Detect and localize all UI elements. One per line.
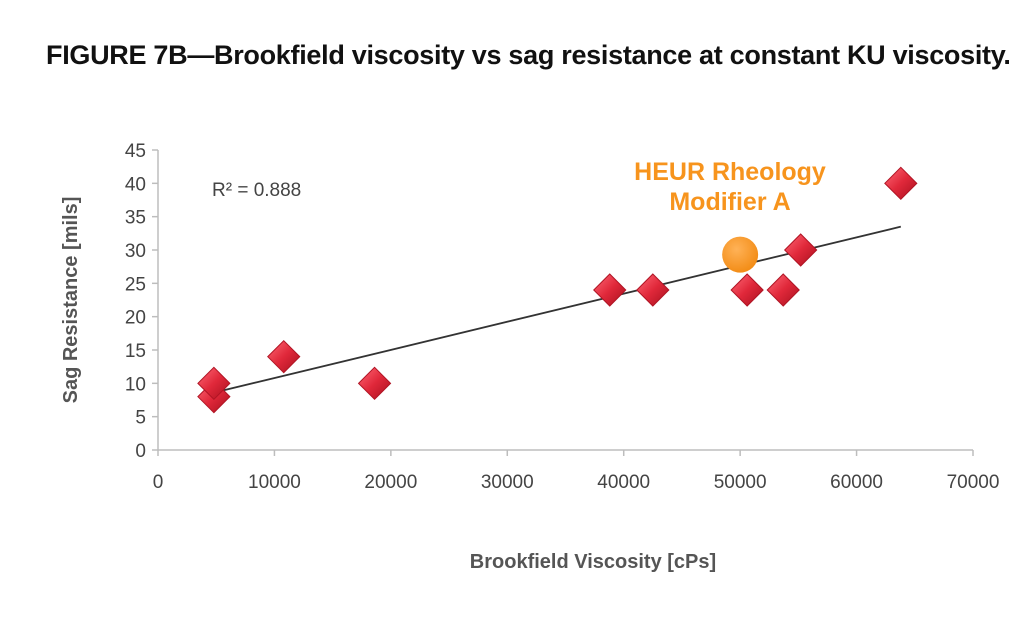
callout-line-1: HEUR Rheology — [634, 158, 826, 186]
data-point-diamond — [766, 273, 800, 307]
y-tick-label: 40 — [125, 174, 146, 195]
data-point-diamond — [357, 366, 392, 401]
y-tick-label: 30 — [125, 241, 146, 262]
y-tick-label: 5 — [135, 408, 146, 429]
x-tick-label: 70000 — [947, 472, 1000, 493]
x-tick-label: 0 — [153, 472, 164, 493]
x-tick-label: 20000 — [364, 472, 417, 493]
x-axis-title: Brookfield Viscosity [cPs] — [470, 551, 716, 573]
trendline-layer — [213, 225, 902, 394]
y-tick-label: 20 — [125, 308, 146, 329]
figure-title: FIGURE 7B—Brookfield viscosity vs sag re… — [46, 40, 1011, 70]
data-point-diamond — [593, 273, 627, 307]
y-tick-label: 45 — [125, 141, 146, 162]
y-axis-title: Sag Resistance [mils] — [60, 197, 82, 404]
data-point-diamond — [267, 339, 301, 374]
data-point-diamond — [636, 273, 670, 307]
y-tick-label: 15 — [125, 341, 146, 362]
x-tick-label: 40000 — [597, 472, 650, 493]
data-point-diamond — [197, 366, 231, 401]
data-point-diamond — [884, 166, 918, 201]
x-tick-label: 30000 — [481, 472, 534, 493]
y-tick-label: 35 — [125, 208, 146, 229]
y-tick-label: 0 — [135, 441, 146, 462]
x-tick-label: 50000 — [714, 472, 767, 493]
trendline — [213, 225, 902, 394]
y-tick-label: 10 — [125, 374, 146, 395]
x-tick-label: 10000 — [248, 472, 301, 493]
callout-line-2: Modifier A — [669, 188, 790, 216]
data-point-diamond — [730, 273, 764, 307]
chart-axes: 0 5 10 15 20 25 30 35 40 45 0 10000 20000 30000 40000 5… — [60, 141, 999, 573]
data-point-heur-modifier-a — [722, 236, 759, 273]
y-tick-label: 25 — [125, 274, 146, 295]
marker-layer — [197, 166, 918, 414]
r-squared-annotation: R² = 0.888 — [212, 180, 301, 201]
data-point-diamond — [783, 233, 818, 267]
x-tick-label: 60000 — [830, 472, 883, 493]
